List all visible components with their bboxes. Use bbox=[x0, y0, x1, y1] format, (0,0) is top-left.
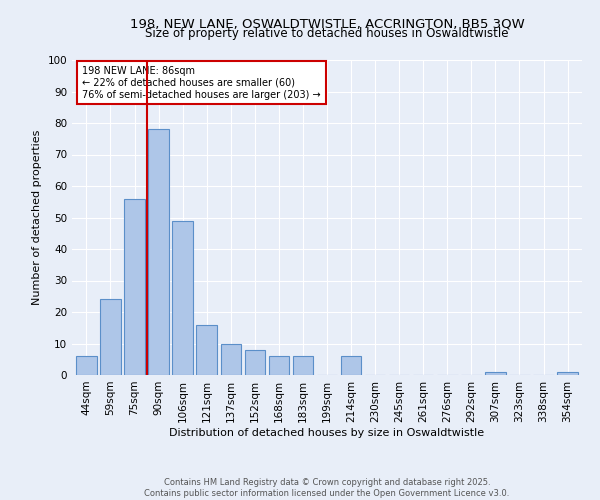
Bar bbox=[485, 372, 506, 375]
X-axis label: Distribution of detached houses by size in Oswaldtwistle: Distribution of detached houses by size … bbox=[169, 428, 485, 438]
Bar bbox=[293, 356, 313, 375]
Bar bbox=[269, 356, 289, 375]
Text: 198, NEW LANE, OSWALDTWISTLE, ACCRINGTON, BB5 3QW: 198, NEW LANE, OSWALDTWISTLE, ACCRINGTON… bbox=[130, 18, 524, 30]
Text: Size of property relative to detached houses in Oswaldtwistle: Size of property relative to detached ho… bbox=[145, 28, 509, 40]
Text: Contains HM Land Registry data © Crown copyright and database right 2025.
Contai: Contains HM Land Registry data © Crown c… bbox=[145, 478, 509, 498]
Y-axis label: Number of detached properties: Number of detached properties bbox=[32, 130, 42, 305]
Bar bbox=[245, 350, 265, 375]
Bar bbox=[196, 324, 217, 375]
Bar bbox=[341, 356, 361, 375]
Text: 198 NEW LANE: 86sqm
← 22% of detached houses are smaller (60)
76% of semi-detach: 198 NEW LANE: 86sqm ← 22% of detached ho… bbox=[82, 66, 321, 100]
Bar bbox=[124, 198, 145, 375]
Bar bbox=[148, 130, 169, 375]
Bar bbox=[76, 356, 97, 375]
Bar bbox=[100, 300, 121, 375]
Bar bbox=[557, 372, 578, 375]
Bar bbox=[172, 220, 193, 375]
Bar bbox=[221, 344, 241, 375]
